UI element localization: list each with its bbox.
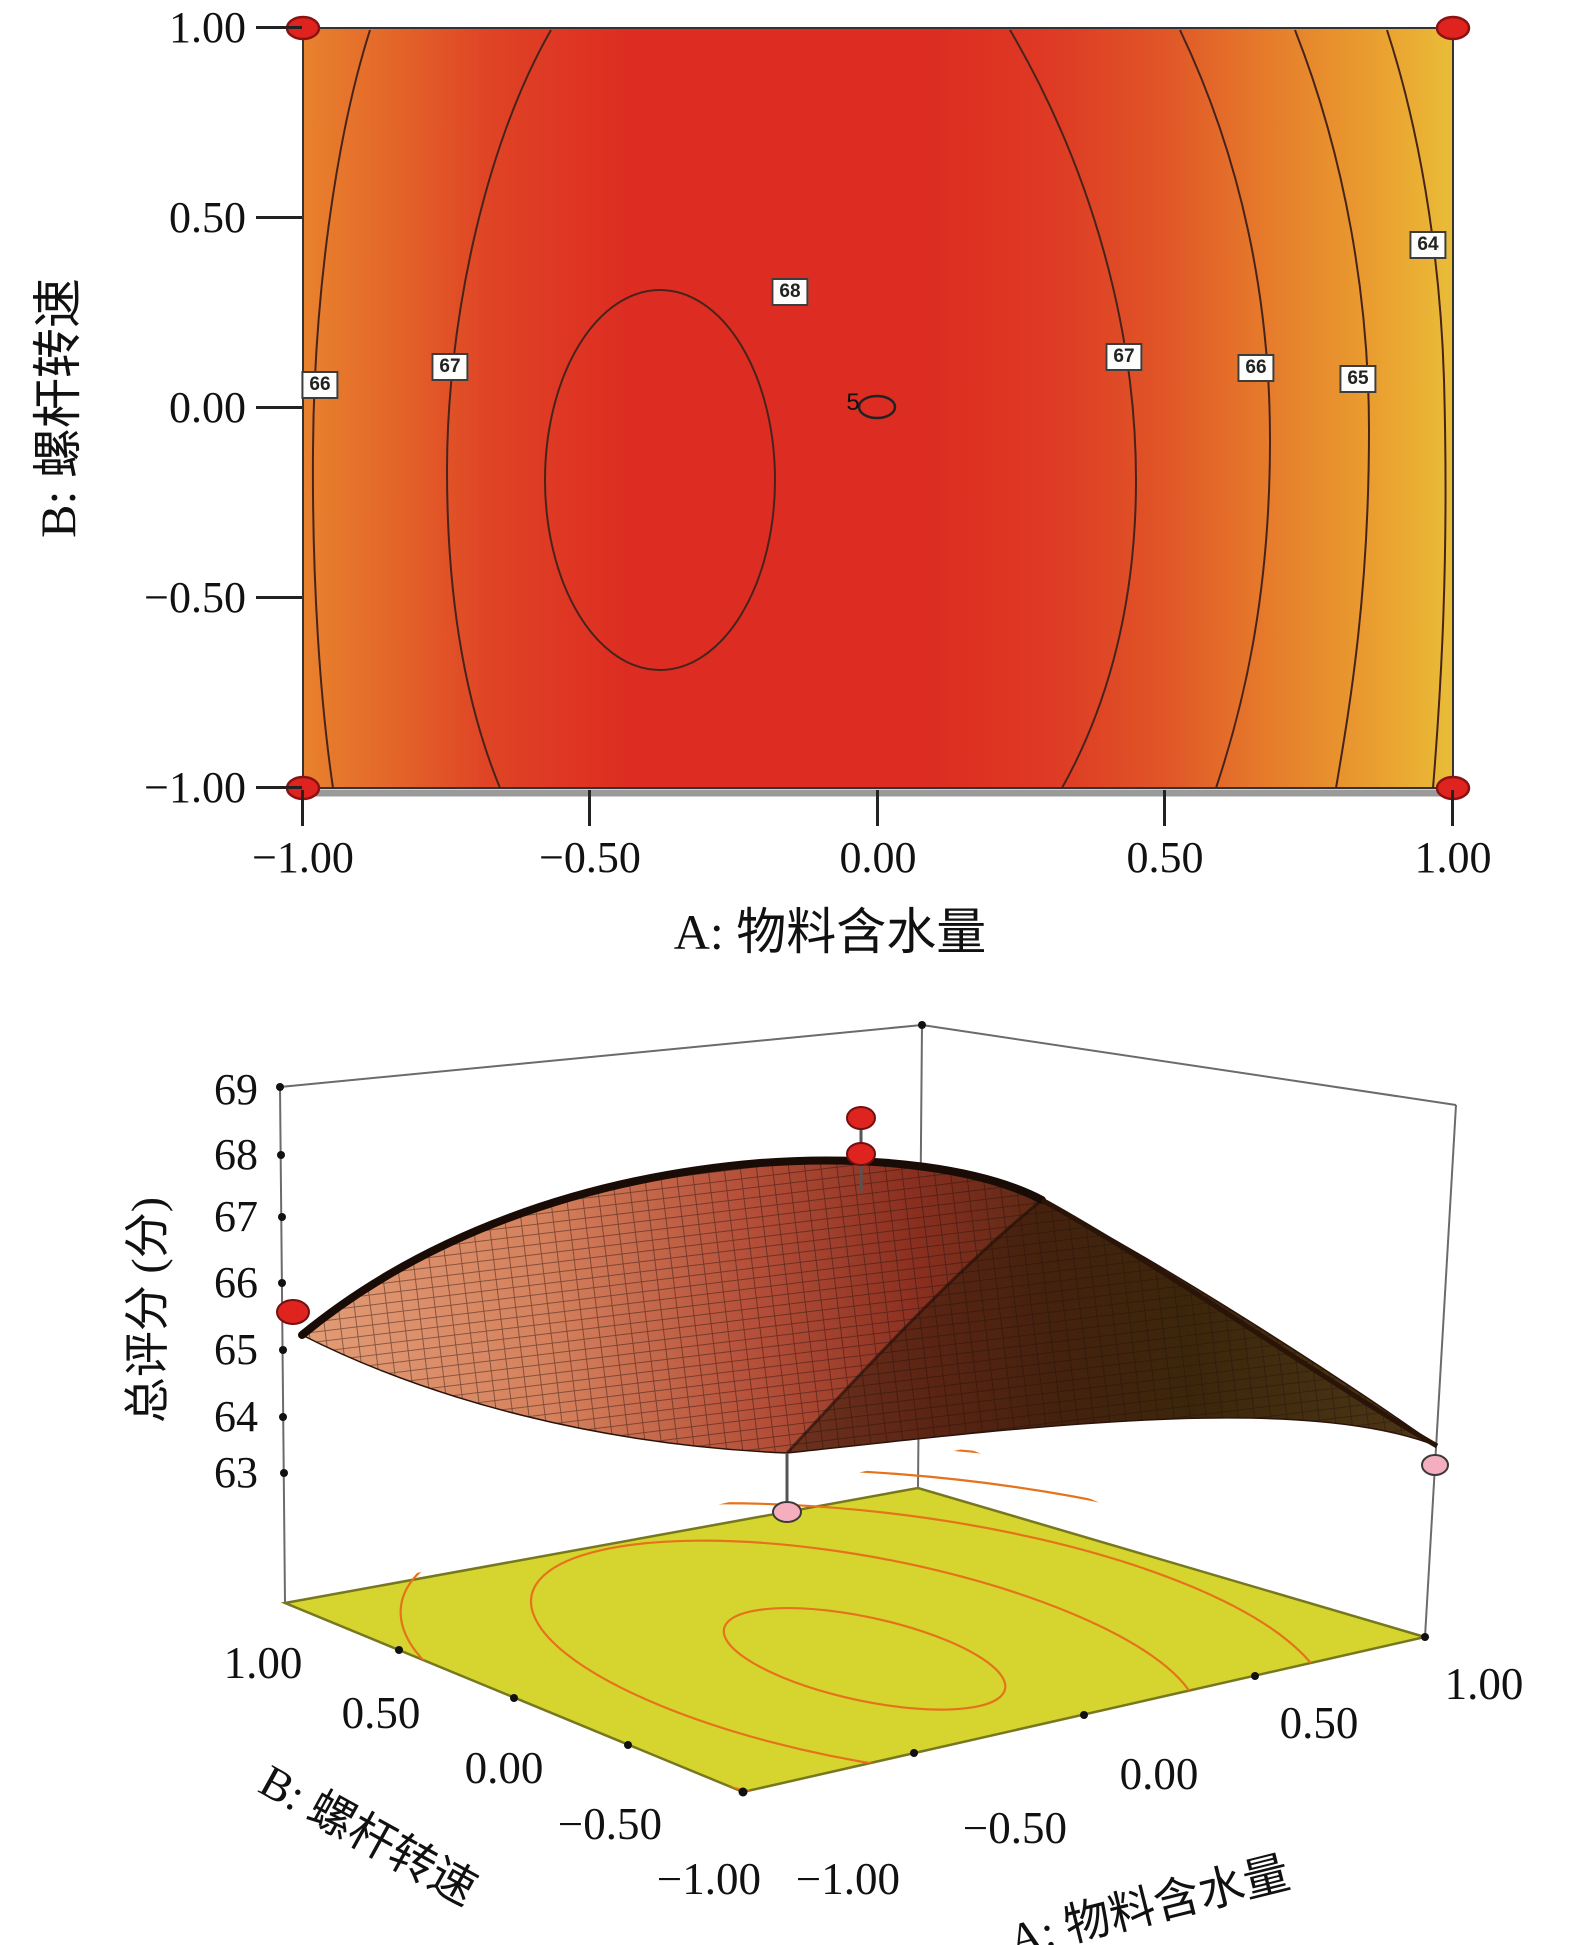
b-tick-label: 1.00 (223, 1638, 303, 1688)
contour-lines (311, 29, 1447, 789)
x-tick-mark (301, 790, 304, 826)
a-tick-label: −0.50 (962, 1803, 1068, 1853)
x-tick-label: 0.00 (839, 833, 917, 882)
z-tick-label: 64 (214, 1392, 258, 1441)
y-tick-label: 0.50 (169, 193, 246, 242)
y-tick-mark (256, 216, 302, 219)
z-axis-title: 总评分 (分) (122, 1196, 173, 1424)
x-axis-title: A: 物料含水量 (673, 904, 987, 960)
z-tick-label: 63 (214, 1448, 258, 1497)
z-tick-label: 65 (214, 1325, 258, 1374)
contour-level-label: 66 (1237, 354, 1275, 382)
axes-frame-3d (279, 1024, 1457, 1638)
y-tick-mark (256, 786, 302, 789)
base-plane (280, 1486, 1430, 1794)
contour-level-label: 67 (1105, 343, 1143, 371)
y-tick-mark (256, 406, 302, 409)
a-tick-label: 0.00 (1119, 1749, 1199, 1799)
contour-level-label: 68 (771, 278, 809, 306)
x-tick-mark (1163, 790, 1166, 826)
y-tick-label: −1.00 (144, 763, 246, 812)
center-point-ellipse (857, 394, 897, 420)
a-tick-label: 0.50 (1279, 1698, 1359, 1748)
contour-level-label: 64 (1409, 231, 1447, 259)
response-surface (298, 1156, 1439, 1455)
y-axis-title: B: 螺杆转速 (30, 278, 86, 538)
contour-level-label: 65 (1339, 365, 1377, 393)
z-tick-label: 67 (214, 1192, 258, 1241)
z-tick-label: 68 (214, 1130, 258, 1179)
contour-level-label: 67 (431, 353, 469, 381)
x-tick-mark (1451, 790, 1454, 826)
b-tick-label: 0.50 (341, 1688, 421, 1738)
x-tick-label: −0.50 (539, 833, 641, 882)
z-tick-label: 66 (214, 1258, 258, 1307)
b-tick-label: 0.00 (464, 1743, 544, 1793)
y-tick-label: −0.50 (144, 573, 246, 622)
y-tick-label: 1.00 (169, 3, 246, 52)
x-tick-mark (876, 790, 879, 826)
y-tick-mark (256, 26, 302, 29)
y-tick-label: 0.00 (169, 383, 246, 432)
contour-plot-area (302, 27, 1454, 789)
contour-level-label: 66 (301, 371, 339, 399)
y-tick-mark (256, 596, 302, 599)
a-tick-label: 1.00 (1444, 1659, 1524, 1709)
surface-plot-canvas (276, 1021, 1457, 1797)
b-tick-label: −0.50 (557, 1799, 663, 1849)
x-tick-label: 0.50 (1126, 833, 1204, 882)
a-tick-label: −1.00 (795, 1854, 901, 1904)
axis-tick-dots (276, 1021, 1429, 1797)
x-tick-label: 1.00 (1414, 833, 1492, 882)
x-tick-mark (588, 790, 591, 826)
contour-plot-canvas (285, 15, 1471, 801)
x-tick-label: −1.00 (252, 833, 354, 882)
design-point-markers-3d (276, 1106, 1449, 1523)
b-tick-label: −1.00 (656, 1854, 762, 1904)
z-tick-label: 69 (214, 1065, 258, 1114)
center-point-count-label: 5 (846, 389, 860, 416)
